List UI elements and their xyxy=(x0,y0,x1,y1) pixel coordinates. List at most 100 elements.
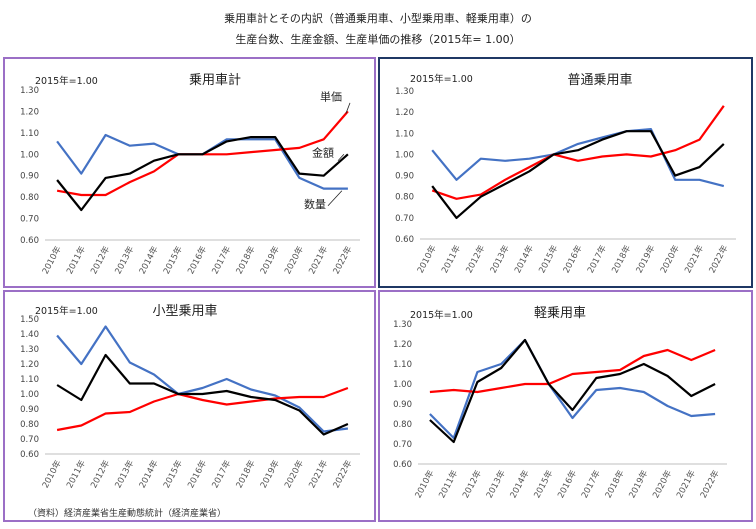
y-tick-label: 1.30 xyxy=(395,87,414,97)
y-tick-label: 0.80 xyxy=(20,193,39,203)
y-tick-label: 0.90 xyxy=(20,405,39,415)
y-tick-label: 0.60 xyxy=(20,236,39,246)
x-tick-label: 2019年 xyxy=(258,244,282,276)
y-tick-label: 0.60 xyxy=(393,460,412,470)
y-tick-label: 0.60 xyxy=(20,450,39,460)
x-tick-label: 2020年 xyxy=(650,468,674,500)
x-tick-label: 2014年 xyxy=(137,458,161,490)
y-tick-label: 0.80 xyxy=(395,193,414,203)
y-tick-label: 1.20 xyxy=(393,340,412,350)
panel-title: 普通乗用車 xyxy=(567,73,632,88)
x-tick-label: 2011年 xyxy=(439,243,463,275)
y-tick-label: 1.20 xyxy=(20,360,39,370)
x-tick-label: 2022年 xyxy=(707,243,731,275)
series-line-数量 xyxy=(431,127,725,188)
y-tick-label: 1.40 xyxy=(20,330,39,340)
series-line-金額 xyxy=(56,135,349,212)
x-tick-label: 2011年 xyxy=(64,244,88,276)
x-tick-label: 2010年 xyxy=(40,244,64,276)
x-tick-label: 2013年 xyxy=(113,458,137,490)
y-tick-label: 0.90 xyxy=(393,400,412,410)
chart-title-line1: 乗用車計とその内訳（普通乗用車、小型乗用車、軽乗用車）の xyxy=(224,12,532,25)
chart-svg: 乗用車計 2015年=1.00 0.60 0.70 0.80 0.90 1.00 1.10 1.… xyxy=(20,72,360,276)
series-line-数量 xyxy=(56,133,348,190)
y-tick-label: 1.10 xyxy=(20,375,39,385)
annotation-unit-price: 単価 xyxy=(320,90,342,104)
baseline-label: 2015年=1.00 xyxy=(35,305,98,317)
series-line-単価 xyxy=(56,386,349,432)
baseline-label: 2015年=1.00 xyxy=(410,73,473,85)
x-tick-label: 2017年 xyxy=(585,243,609,275)
x-tick-label: 2016年 xyxy=(185,244,209,276)
x-tick-label: 2020年 xyxy=(282,458,306,490)
x-tick-label: 2015年 xyxy=(532,468,556,500)
series-line-数量 xyxy=(56,325,349,433)
y-tick-label: 0.90 xyxy=(20,172,39,182)
y-tick-label: 0.60 xyxy=(395,235,414,245)
series-line-数量 xyxy=(429,338,716,440)
chart-svg: 軽乗用車 2015年=1.00 0.60 0.70 0.80 0.90 1.00 1.10 1.… xyxy=(393,306,727,500)
series-line-単価 xyxy=(431,105,725,200)
y-tick-label: 1.30 xyxy=(20,86,39,96)
x-tick-label: 2015年 xyxy=(161,244,185,276)
panel-title: 軽乗用車 xyxy=(534,306,586,321)
y-tick-label: 1.00 xyxy=(393,380,412,390)
y-tick-label: 0.70 xyxy=(395,214,414,224)
annotation-leader xyxy=(337,154,345,161)
y-tick-label: 1.20 xyxy=(20,107,39,117)
panel-kei-cars: 軽乗用車 2015年=1.00 0.60 0.70 0.80 0.90 1.00 1.10 1.… xyxy=(378,290,753,522)
x-tick-label: 2018年 xyxy=(609,243,633,275)
x-tick-label: 2021年 xyxy=(306,244,330,276)
y-tick-label: 0.70 xyxy=(393,440,412,450)
chart-svg: 普通乗用車 2015年=1.00 0.60 0.70 0.80 0.90 1.00 1.10 1… xyxy=(395,73,736,275)
y-tick-label: 1.10 xyxy=(20,129,39,139)
x-tick-label: 2020年 xyxy=(282,244,306,276)
series-line-金額 xyxy=(56,353,349,436)
x-tick-label: 2018年 xyxy=(234,244,258,276)
source-note: （資料）経済産業省生産動態統計（経済産業省） xyxy=(28,509,227,519)
y-tick-label: 0.70 xyxy=(20,435,39,445)
x-tick-label: 2021年 xyxy=(674,468,698,500)
y-tick-label: 0.80 xyxy=(20,420,39,430)
x-tick-label: 2022年 xyxy=(331,244,355,276)
x-tick-label: 2014年 xyxy=(508,468,532,500)
y-tick-label: 1.00 xyxy=(395,150,414,160)
x-tick-label: 2013年 xyxy=(484,468,508,500)
panel-standard-cars: 普通乗用車 2015年=1.00 0.60 0.70 0.80 0.90 1.00 1.10 1… xyxy=(378,57,753,288)
x-tick-label: 2012年 xyxy=(460,468,484,500)
annotation-leader xyxy=(327,190,343,206)
x-tick-label: 2014年 xyxy=(137,244,161,276)
chart-title-line2: 生産台数、生産金額、生産単価の推移（2015年= 1.00） xyxy=(235,33,521,46)
y-tick-label: 1.20 xyxy=(395,108,414,118)
x-tick-label: 2015年 xyxy=(161,458,185,490)
x-tick-label: 2016年 xyxy=(555,468,579,500)
panel-total-passenger-cars: 乗用車計 2015年=1.00 0.60 0.70 0.80 0.90 1.00 1.10 1.… xyxy=(3,57,376,288)
annotation-quantity: 数量 xyxy=(304,198,326,211)
x-tick-label: 2020年 xyxy=(658,243,682,275)
y-tick-label: 0.90 xyxy=(395,172,414,182)
x-tick-label: 2012年 xyxy=(464,243,488,275)
y-tick-label: 1.30 xyxy=(393,320,412,330)
annotation-value: 金額 xyxy=(312,145,334,159)
x-tick-label: 2012年 xyxy=(88,458,112,490)
x-tick-label: 2010年 xyxy=(413,468,437,500)
x-tick-label: 2010年 xyxy=(40,458,64,490)
x-tick-label: 2013年 xyxy=(488,243,512,275)
series-line-単価 xyxy=(429,348,716,394)
y-tick-label: 1.10 xyxy=(393,360,412,370)
x-tick-label: 2022年 xyxy=(698,468,722,500)
x-tick-label: 2017年 xyxy=(579,468,603,500)
panel-small-cars: 小型乗用車 2015年=1.00 0.60 0.70 0.80 0.90 1.00 1.10 1… xyxy=(3,290,376,522)
y-tick-label: 1.30 xyxy=(20,345,39,355)
baseline-label: 2015年=1.00 xyxy=(410,309,473,321)
x-tick-label: 2018年 xyxy=(603,468,627,500)
x-tick-label: 2019年 xyxy=(258,458,282,490)
y-tick-label: 1.00 xyxy=(20,150,39,160)
baseline-label: 2015年=1.00 xyxy=(35,75,98,87)
y-tick-label: 1.50 xyxy=(20,315,39,325)
x-tick-label: 2019年 xyxy=(627,468,651,500)
x-tick-label: 2017年 xyxy=(210,458,234,490)
x-tick-label: 2013年 xyxy=(113,244,137,276)
x-tick-label: 2010年 xyxy=(415,243,439,275)
x-tick-label: 2012年 xyxy=(88,244,112,276)
